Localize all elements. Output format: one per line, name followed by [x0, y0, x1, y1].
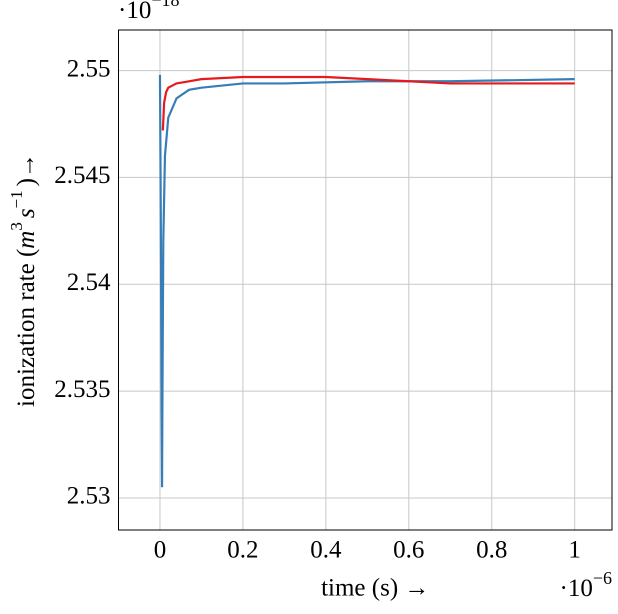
x-tick-label: 0 — [154, 537, 167, 564]
data-line — [161, 75, 575, 131]
x-tick-label: 0.2 — [227, 537, 258, 564]
multiplier-exponent: −6 — [593, 568, 612, 588]
y-axis-label: ionization rate (m3 s−1 )→ — [7, 153, 39, 407]
y-label-part: m — [13, 231, 40, 249]
y-label-part: 3 — [7, 222, 26, 231]
x-tick-label: 0.6 — [393, 537, 424, 564]
multiplier-exponent: −18 — [151, 0, 179, 10]
plot-frame — [118, 29, 613, 531]
x-tick-label: 1 — [568, 537, 581, 564]
y-label-part: s — [13, 208, 40, 218]
multiplier-base: ·10 — [560, 575, 593, 602]
y-tick-label: 2.55 — [67, 55, 111, 82]
y-label-part: ionization rate ( — [13, 249, 40, 407]
x-tick-label: 0.8 — [476, 537, 507, 564]
x-tick-label: 0.4 — [310, 537, 342, 564]
multiplier-base: ·10 — [118, 0, 151, 24]
y-tick-label: 2.54 — [67, 269, 111, 296]
y-label-part: )→ — [13, 153, 40, 186]
axis-multiplier: ·10−6 — [560, 568, 612, 602]
y-tick-label: 2.545 — [54, 162, 110, 189]
y-tick-label: 2.535 — [54, 376, 110, 403]
data-line — [158, 74, 575, 488]
x-axis-label: time (s) → — [321, 575, 429, 602]
y-tick-label: 2.53 — [67, 483, 111, 510]
y-label-part: −1 — [7, 190, 26, 208]
axis-multiplier: ·10−18 — [118, 0, 179, 24]
